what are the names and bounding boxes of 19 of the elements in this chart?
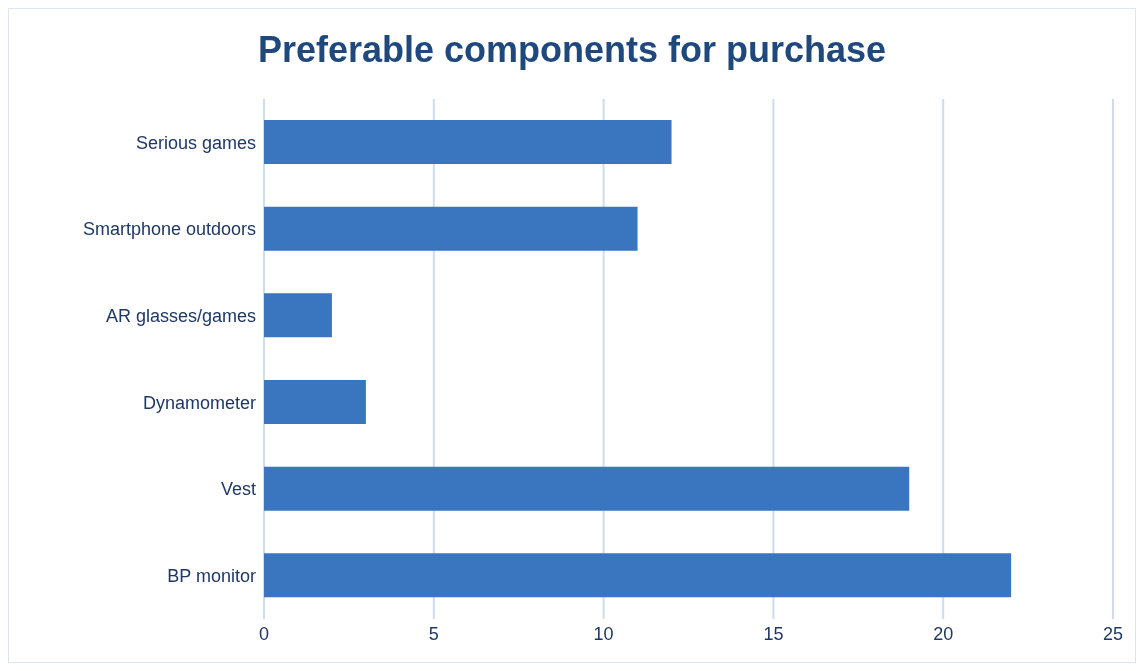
x-tick-label: 15: [763, 623, 784, 644]
chart-title: Preferable components for purchase: [256, 28, 888, 72]
x-tick-label: 25: [1102, 623, 1124, 644]
bar: [264, 120, 672, 164]
x-tick-label: 20: [933, 623, 954, 644]
bar: [264, 553, 1012, 598]
y-tick-label: Dynamometer: [142, 392, 256, 413]
y-tick-label: BP monitor: [167, 566, 256, 587]
y-tick-label: Vest: [220, 479, 256, 500]
y-tick-label: Serious games: [135, 132, 256, 153]
x-tick-label: 5: [428, 623, 439, 644]
x-tick-label: 0: [258, 623, 270, 644]
bar: [264, 293, 332, 338]
y-tick-label: AR glasses/games: [105, 306, 256, 327]
x-tick-label: 10: [593, 623, 614, 644]
bar: [264, 380, 366, 424]
bar: [264, 206, 638, 251]
bar: [264, 466, 910, 511]
y-tick-label: Smartphone outdoors: [82, 219, 256, 240]
